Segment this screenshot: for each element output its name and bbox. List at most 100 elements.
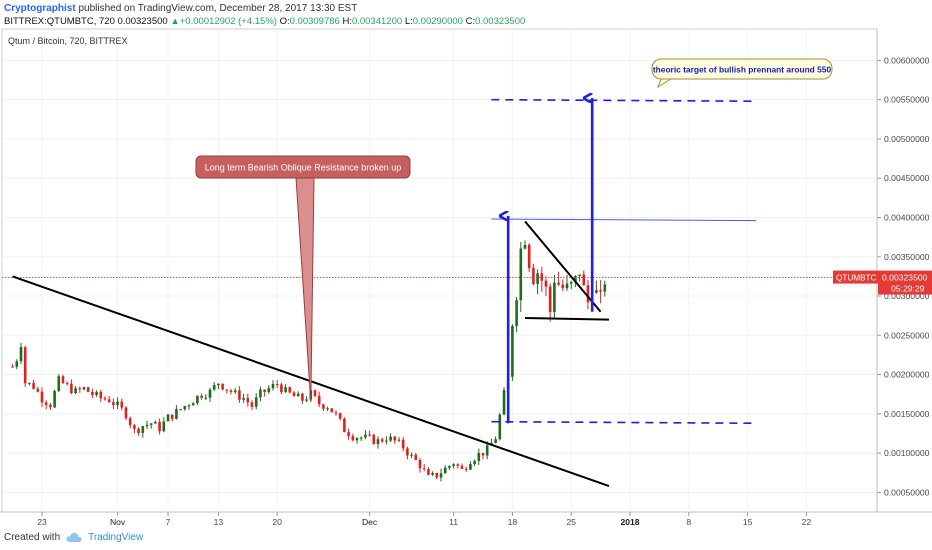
open-value: 0.00309786 (289, 16, 340, 27)
candle (561, 279, 565, 292)
high-value: 0.00341200 (351, 16, 403, 27)
x-tick-label: 7 (166, 517, 171, 527)
candle-body (107, 399, 111, 403)
candle-body (452, 464, 455, 467)
candle (355, 436, 359, 444)
candle (103, 396, 107, 401)
candle-body (305, 399, 308, 401)
candle-body (326, 408, 329, 410)
candle (401, 437, 405, 452)
candle (511, 324, 514, 381)
candle-body (296, 393, 300, 397)
candle-body (439, 473, 443, 478)
candle-body (540, 273, 544, 281)
candle-body (338, 413, 342, 419)
candle-body (603, 284, 607, 292)
candle (242, 393, 245, 403)
candle-body (40, 391, 44, 403)
candle (233, 387, 237, 395)
candle (359, 436, 363, 442)
candle (351, 433, 355, 442)
candle-body (511, 325, 514, 377)
candle-body (133, 425, 136, 429)
candle-body (456, 464, 460, 466)
price-label-box (878, 270, 932, 295)
candle-body (28, 382, 31, 384)
bar-countdown: 05:29:29 (891, 284, 925, 294)
candle-body (301, 393, 304, 401)
candle-body (574, 275, 577, 283)
candle (515, 296, 518, 333)
candle-body (469, 464, 472, 470)
candle (347, 428, 350, 441)
candle (599, 280, 602, 304)
candle (364, 430, 367, 440)
candle-body (393, 436, 397, 441)
last-price: 0.00323500 (117, 16, 168, 27)
candle-body (229, 390, 233, 393)
symbol-label: QTUMBTC (836, 274, 877, 283)
candle-body (141, 426, 145, 434)
y-tick-label: 0.00050000 (884, 487, 930, 497)
candle-body (284, 387, 287, 393)
candle (229, 388, 233, 395)
symbol-text: BITTREX:QTUMBTC, 720 (4, 16, 115, 27)
candle-body (179, 409, 182, 411)
candle-body (200, 395, 203, 398)
candle (494, 436, 497, 444)
candle (166, 413, 170, 422)
candle (292, 391, 296, 397)
candle (170, 414, 174, 422)
candle-body (389, 436, 392, 441)
candle (61, 374, 65, 384)
candle-body (561, 284, 565, 289)
candle-body (23, 347, 27, 384)
candle-body (292, 392, 296, 397)
candle-body (254, 397, 258, 407)
candle-body (477, 453, 481, 461)
candle-body (175, 409, 178, 419)
candle (385, 436, 388, 445)
candle (427, 467, 430, 476)
candle-body (519, 248, 523, 301)
candle-body (208, 389, 212, 398)
candle (464, 466, 468, 472)
candle (393, 435, 397, 444)
candle (469, 461, 472, 471)
candle-body (372, 434, 376, 445)
candle-body (196, 395, 199, 404)
candle (540, 266, 544, 292)
candle-body (448, 466, 451, 468)
candle-body (460, 465, 464, 469)
candle (183, 405, 187, 411)
candle (70, 379, 73, 395)
candle (23, 345, 27, 387)
candle (548, 283, 552, 322)
candle (368, 430, 371, 437)
candle-body (548, 286, 552, 313)
author-link[interactable]: Cryptographist (4, 3, 76, 14)
candle-body (427, 469, 430, 475)
high-label: H: (342, 16, 352, 27)
candle-body (582, 274, 586, 286)
candle (91, 388, 94, 399)
plot-area (1, 28, 878, 513)
candle-body (431, 472, 434, 475)
y-tick-label: 0.00300000 (884, 291, 930, 301)
candle-body (53, 391, 56, 408)
candle-body (95, 391, 98, 396)
candle-body (410, 454, 413, 456)
candle (338, 412, 342, 421)
open-label: O: (279, 16, 290, 27)
candle (225, 389, 229, 394)
candle (208, 387, 212, 403)
tradingview-brand[interactable]: TradingView (88, 532, 144, 543)
x-tick-label: 15 (743, 517, 753, 527)
candle-body (250, 402, 254, 407)
candle-body (70, 383, 73, 394)
candle-body (267, 388, 271, 393)
candle (74, 386, 77, 395)
candle-body (271, 383, 275, 389)
candle (133, 423, 136, 434)
